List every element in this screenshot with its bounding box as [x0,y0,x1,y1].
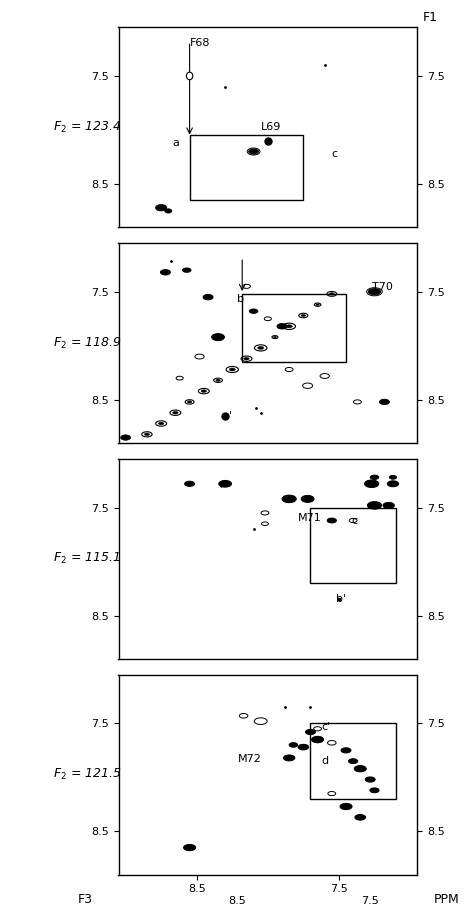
Ellipse shape [305,730,315,734]
Ellipse shape [355,814,365,820]
Ellipse shape [379,399,390,404]
Ellipse shape [182,268,191,272]
Text: F$_2$ = 123.4: F$_2$ = 123.4 [53,119,121,135]
Ellipse shape [298,744,309,750]
Text: L69: L69 [261,122,281,132]
Ellipse shape [211,333,224,341]
Ellipse shape [389,476,396,479]
Ellipse shape [219,480,231,487]
Ellipse shape [120,435,130,440]
Ellipse shape [173,412,178,414]
Ellipse shape [327,518,337,523]
Ellipse shape [330,293,333,294]
Text: c': c' [322,722,331,732]
Text: a': a' [222,411,232,421]
Ellipse shape [367,502,382,509]
Ellipse shape [249,309,258,313]
Text: M71: M71 [298,513,322,523]
Ellipse shape [368,289,381,295]
Text: 8.5: 8.5 [228,896,246,906]
Ellipse shape [160,270,170,275]
Ellipse shape [282,495,296,503]
Ellipse shape [341,748,351,752]
Ellipse shape [183,844,196,851]
Ellipse shape [244,357,249,360]
Text: F$_2$ = 115.1: F$_2$ = 115.1 [53,551,120,567]
Text: d: d [322,756,329,766]
Bar [310,723,396,799]
Text: T70: T70 [372,282,392,292]
Ellipse shape [370,476,379,479]
Ellipse shape [187,401,192,404]
Ellipse shape [302,315,305,316]
Bar [190,136,303,200]
Ellipse shape [277,323,287,329]
Ellipse shape [230,368,235,371]
Ellipse shape [301,496,314,502]
Text: F3: F3 [78,894,93,906]
Text: M72: M72 [238,754,262,764]
Ellipse shape [217,380,219,381]
Ellipse shape [184,481,194,486]
Text: F$_2$ = 121.5: F$_2$ = 121.5 [53,767,121,783]
Text: 7.5: 7.5 [361,896,379,906]
Ellipse shape [387,481,399,486]
Ellipse shape [365,777,375,783]
Ellipse shape [348,759,358,763]
Ellipse shape [365,480,379,487]
Text: b: b [237,294,244,304]
Bar [310,507,396,583]
Ellipse shape [248,148,258,154]
Text: a: a [173,138,180,148]
Ellipse shape [315,303,320,306]
Ellipse shape [164,209,172,213]
Text: b': b' [336,594,346,604]
Text: PPM: PPM [434,894,460,906]
Text: F$_2$ = 118.9: F$_2$ = 118.9 [53,335,121,351]
Text: F1: F1 [423,11,438,25]
Bar [242,294,346,362]
Ellipse shape [340,804,352,810]
Ellipse shape [311,736,324,742]
Ellipse shape [354,765,366,772]
Text: c: c [332,148,338,159]
Ellipse shape [145,433,149,435]
Ellipse shape [258,347,263,349]
Ellipse shape [155,204,167,211]
Ellipse shape [283,755,295,761]
Text: c: c [351,516,357,526]
Ellipse shape [383,502,394,508]
Ellipse shape [272,336,278,338]
Ellipse shape [201,390,206,393]
Ellipse shape [203,294,213,300]
Ellipse shape [288,325,291,327]
Ellipse shape [289,742,298,747]
Ellipse shape [370,788,379,793]
Text: F68: F68 [190,38,210,48]
Ellipse shape [186,72,193,80]
Ellipse shape [158,422,164,425]
